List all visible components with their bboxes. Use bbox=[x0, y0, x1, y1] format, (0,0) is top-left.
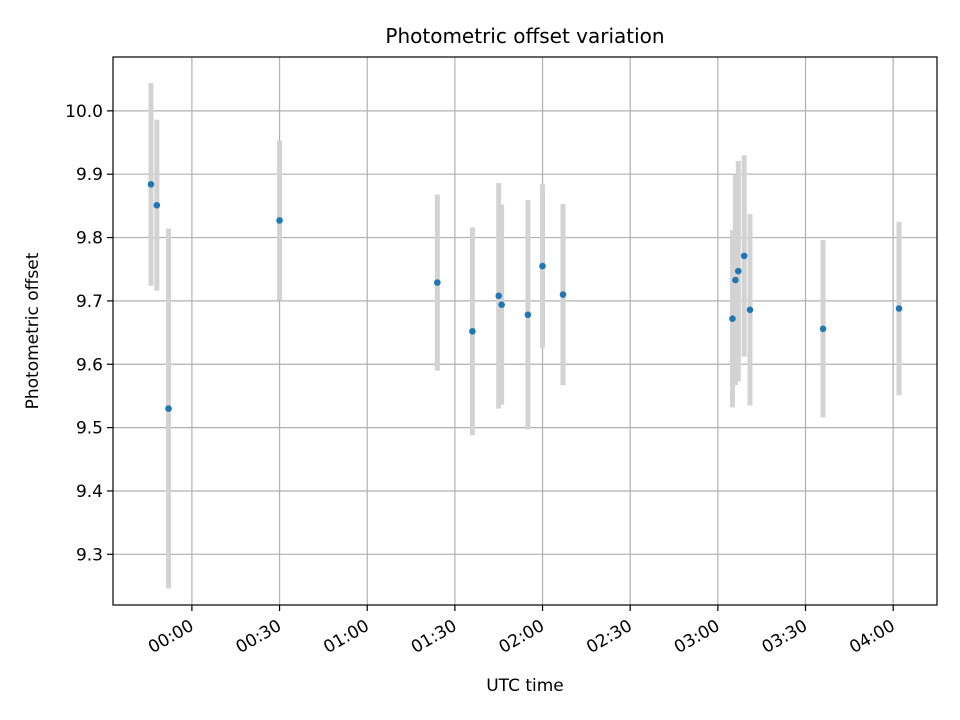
data-point bbox=[276, 217, 283, 224]
data-point bbox=[147, 181, 155, 188]
data-point bbox=[539, 262, 546, 270]
data-point bbox=[740, 252, 748, 260]
y-tick-label: 9.4 bbox=[76, 482, 103, 502]
grid-layer bbox=[113, 57, 937, 605]
data-point bbox=[524, 311, 532, 319]
data-point bbox=[434, 279, 441, 286]
plot-frame bbox=[112, 56, 938, 606]
data-point bbox=[895, 305, 903, 312]
y-tick-label: 9.5 bbox=[76, 419, 103, 439]
chart-title: Photometric offset variation bbox=[385, 24, 664, 48]
y-axis-ticks: 9.3 9.4 9.5 9.6 9.7 9.8 9.9 10.0 bbox=[65, 102, 113, 565]
data-point bbox=[165, 405, 172, 412]
y-tick-label: 9.8 bbox=[76, 229, 103, 249]
y-tick-label: 10.0 bbox=[65, 102, 103, 122]
data-point bbox=[495, 292, 503, 300]
data-point bbox=[498, 301, 505, 309]
y-tick-label: 9.7 bbox=[76, 292, 103, 312]
y-axis-label: Photometric offset bbox=[23, 252, 43, 409]
data-point bbox=[735, 267, 742, 275]
data-point bbox=[729, 315, 736, 322]
point-layer bbox=[147, 181, 903, 412]
x-axis-label: UTC time bbox=[486, 676, 564, 696]
data-point bbox=[153, 201, 161, 209]
data-point bbox=[819, 325, 827, 333]
data-point bbox=[732, 276, 739, 284]
y-tick-label: 9.9 bbox=[76, 165, 103, 185]
y-tick-label: 9.3 bbox=[76, 545, 103, 565]
data-point bbox=[746, 306, 754, 314]
y-tick-label: 9.6 bbox=[76, 355, 103, 375]
data-point bbox=[559, 291, 567, 298]
data-point bbox=[469, 328, 476, 335]
